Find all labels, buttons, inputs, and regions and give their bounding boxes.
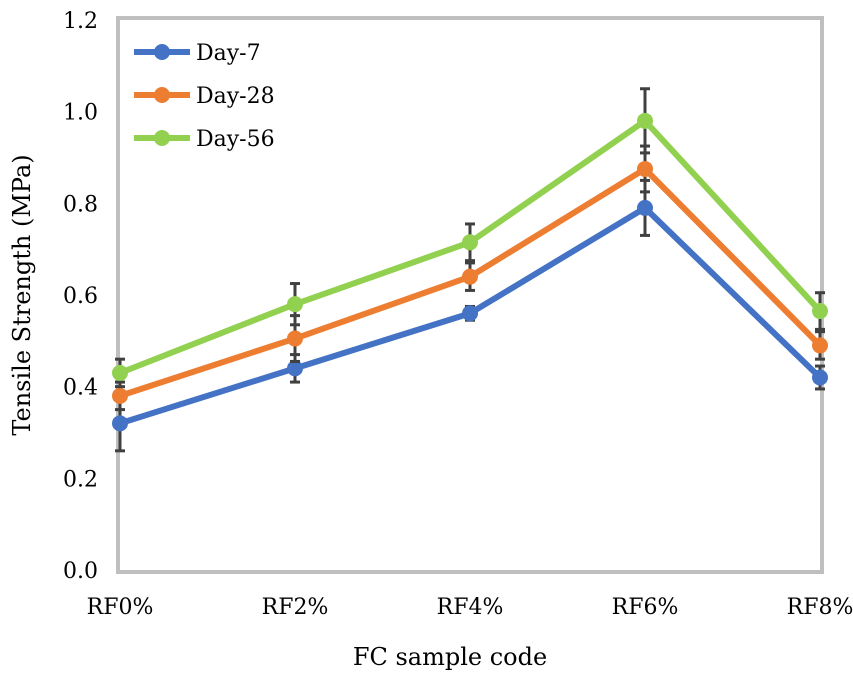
data-point (812, 303, 828, 320)
series-day-7 (112, 178, 828, 453)
y-tick-label: 0.0 (63, 559, 98, 584)
data-point (637, 160, 653, 177)
y-axis-title: Tensile Strength (MPa) (8, 154, 36, 435)
legend-marker (154, 130, 170, 146)
series-day-56 (112, 87, 828, 389)
y-tick-label: 1.0 (63, 101, 98, 126)
x-tick-label: RF6% (612, 595, 679, 620)
legend-label: Day-56 (196, 127, 275, 152)
x-axis-title: FC sample code (353, 643, 547, 671)
data-point (462, 305, 478, 322)
x-tick-label: RF4% (437, 595, 504, 620)
y-tick-label: 0.8 (63, 192, 98, 217)
series-day-28 (112, 144, 828, 412)
x-tick-label: RF0% (87, 595, 154, 620)
legend-label: Day-7 (196, 41, 261, 66)
legend-marker (154, 87, 170, 103)
data-point (462, 268, 478, 285)
y-tick-label: 1.2 (63, 9, 98, 34)
x-tick-label: RF2% (262, 595, 329, 620)
data-point (287, 330, 303, 347)
legend-label: Day-28 (196, 84, 275, 109)
data-point (287, 296, 303, 313)
y-tick-label: 0.6 (63, 284, 98, 309)
data-point (112, 387, 128, 404)
data-point (637, 112, 653, 129)
data-point (462, 234, 478, 251)
data-point (112, 364, 128, 381)
y-tick-label: 0.4 (63, 376, 98, 401)
data-point (637, 199, 653, 216)
data-point (812, 369, 828, 386)
legend-marker (154, 44, 170, 60)
plot-frame (116, 16, 824, 574)
x-tick-label: RF8% (787, 595, 853, 620)
legend: Day-7 Day-28 Day-56 (134, 41, 275, 152)
data-point (812, 337, 828, 354)
data-point (287, 360, 303, 377)
y-tick-label: 0.2 (63, 467, 98, 492)
data-point (112, 415, 128, 432)
